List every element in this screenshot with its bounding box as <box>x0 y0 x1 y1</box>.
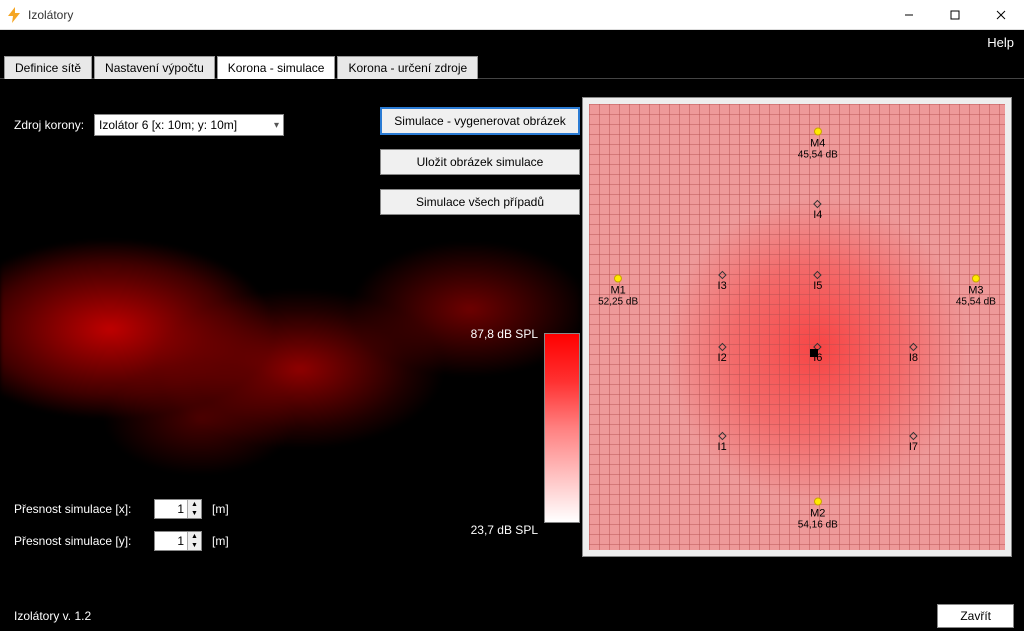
source-dropdown[interactable]: Izolátor 6 [x: 10m; y: 10m] ▾ <box>94 114 284 136</box>
point-label: M4 <box>810 138 825 150</box>
point-label: I3 <box>718 280 727 292</box>
point-db: 45,54 dB <box>956 297 996 308</box>
generate-image-button[interactable]: Simulace - vygenerovat obrázek <box>380 107 580 135</box>
chevron-down-icon: ▾ <box>274 120 279 131</box>
point-label: M3 <box>968 285 983 297</box>
tab-nastaveni-vypoctu[interactable]: Nastavení výpočtu <box>94 56 215 79</box>
version-label: Izolátory v. 1.2 <box>14 609 91 623</box>
mic-dot-icon <box>814 128 822 136</box>
isolator-dot-icon <box>909 343 917 351</box>
app-icon <box>6 7 22 23</box>
isolator-point-i3: I3 <box>718 272 727 292</box>
precision-y-row: Přesnost simulace [y]: 1 ▲▼ [m] <box>14 531 229 551</box>
mic-point-m1: M152,25 dB <box>598 275 638 308</box>
source-marker <box>810 349 818 359</box>
point-label: I7 <box>909 441 918 453</box>
menubar: Help <box>0 30 1024 54</box>
spinner-icon[interactable]: ▲▼ <box>187 532 201 550</box>
tab-definice-site[interactable]: Definice sítě <box>4 56 92 79</box>
close-window-button[interactable] <box>978 0 1024 30</box>
content-area: Zdroj korony: Izolátor 6 [x: 10m; y: 10m… <box>0 79 1024 601</box>
source-selected: Izolátor 6 [x: 10m; y: 10m] <box>99 118 237 132</box>
simulation-canvas: M152,25 dBM254,16 dBM345,54 dBM445,54 dB… <box>582 97 1012 557</box>
isolator-point-i7: I7 <box>909 433 918 453</box>
point-db: 54,16 dB <box>798 520 838 531</box>
tab-strip: Definice sítě Nastavení výpočtu Korona -… <box>0 54 1024 79</box>
mic-dot-icon <box>972 275 980 283</box>
isolator-dot-icon <box>718 432 726 440</box>
precision-x-label: Přesnost simulace [x]: <box>14 502 144 516</box>
status-bar: Izolátory v. 1.2 Zavřít <box>0 601 1024 631</box>
save-image-button[interactable]: Uložit obrázek simulace <box>380 149 580 175</box>
mic-point-m3: M345,54 dB <box>956 275 996 308</box>
scale-min-label: 23,7 dB SPL <box>471 523 538 537</box>
precision-y-unit: [m] <box>212 534 229 548</box>
point-db: 52,25 dB <box>598 297 638 308</box>
isolator-dot-icon <box>909 432 917 440</box>
point-label: I4 <box>813 209 822 221</box>
precision-y-input[interactable]: 1 ▲▼ <box>154 531 202 551</box>
tab-label: Korona - určení zdroje <box>348 61 467 75</box>
scale-gradient <box>544 333 580 523</box>
point-label: M1 <box>610 285 625 297</box>
source-dot-icon <box>810 349 818 357</box>
mic-dot-icon <box>814 498 822 506</box>
mic-point-m4: M445,54 dB <box>798 128 838 161</box>
simulate-all-button[interactable]: Simulace všech případů <box>380 189 580 215</box>
isolator-dot-icon <box>718 271 726 279</box>
tab-label: Korona - simulace <box>228 61 325 75</box>
close-button[interactable]: Zavřít <box>937 604 1014 628</box>
point-label: M2 <box>810 508 825 520</box>
point-label: I1 <box>718 441 727 453</box>
isolator-dot-icon <box>718 343 726 351</box>
point-db: 45,54 dB <box>798 150 838 161</box>
tab-label: Nastavení výpočtu <box>105 61 204 75</box>
precision-x-input[interactable]: 1 ▲▼ <box>154 499 202 519</box>
isolator-point-i5: I5 <box>813 272 822 292</box>
color-scale: 87,8 dB SPL 23,7 dB SPL <box>420 327 580 537</box>
isolator-point-i1: I1 <box>718 433 727 453</box>
precision-y-label: Přesnost simulace [y]: <box>14 534 144 548</box>
isolator-point-i4: I4 <box>813 201 822 221</box>
mic-point-m2: M254,16 dB <box>798 498 838 531</box>
isolator-dot-icon <box>814 200 822 208</box>
precision-x-row: Přesnost simulace [x]: 1 ▲▼ [m] <box>14 499 229 519</box>
point-label: I8 <box>909 352 918 364</box>
grid-layer <box>589 104 1005 550</box>
tab-label: Definice sítě <box>15 61 81 75</box>
help-menu[interactable]: Help <box>987 35 1014 50</box>
tab-korona-simulace[interactable]: Korona - simulace <box>217 56 336 79</box>
point-label: I5 <box>813 280 822 292</box>
source-row: Zdroj korony: Izolátor 6 [x: 10m; y: 10m… <box>14 114 284 136</box>
precision-y-value: 1 <box>155 532 187 550</box>
action-buttons: Simulace - vygenerovat obrázek Uložit ob… <box>380 107 580 215</box>
spinner-icon[interactable]: ▲▼ <box>187 500 201 518</box>
isolator-point-i2: I2 <box>718 344 727 364</box>
scale-max-label: 87,8 dB SPL <box>471 327 538 341</box>
minimize-button[interactable] <box>886 0 932 30</box>
window-title: Izolátory <box>28 8 886 22</box>
point-label: I2 <box>718 352 727 364</box>
precision-x-value: 1 <box>155 500 187 518</box>
isolator-dot-icon <box>814 271 822 279</box>
maximize-button[interactable] <box>932 0 978 30</box>
source-label: Zdroj korony: <box>14 118 84 132</box>
tab-korona-urceni[interactable]: Korona - určení zdroje <box>337 56 478 79</box>
titlebar: Izolátory <box>0 0 1024 30</box>
precision-x-unit: [m] <box>212 502 229 516</box>
isolator-point-i8: I8 <box>909 344 918 364</box>
mic-dot-icon <box>614 275 622 283</box>
